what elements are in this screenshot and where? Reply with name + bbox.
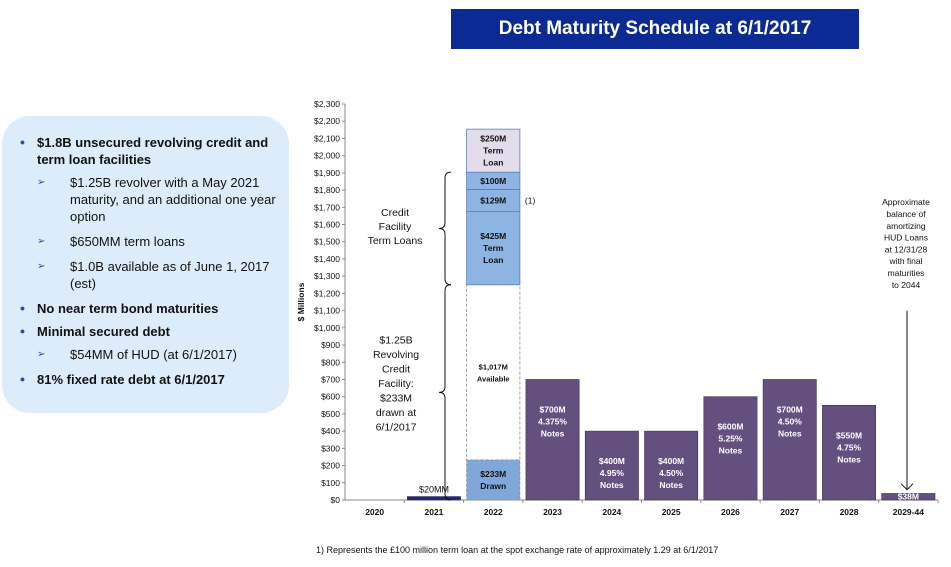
y-tick-label: $2,300	[314, 99, 340, 109]
bullet-item: • Minimal secured debt	[14, 323, 284, 340]
bar-2023	[525, 379, 580, 501]
y-axis-title: $ Millions	[296, 282, 306, 321]
revolver-brace	[438, 284, 452, 501]
stack-segment-2022	[466, 459, 521, 501]
y-tick-label: $700	[321, 374, 340, 384]
y-tick-label: $1,000	[314, 323, 340, 333]
stack-segment-2022	[466, 284, 521, 461]
hud-annotation: Approximate balance of amortizing HUD Loans…	[882, 197, 930, 290]
sub-bullet-text: $54MM of HUD (at 6/1/2017)	[70, 347, 237, 362]
bar-label: $600M 5.25% Notes	[717, 422, 743, 456]
page-title: Debt Maturity Schedule at 6/1/2017	[498, 18, 812, 39]
stack-label: $425M Term Loan	[480, 231, 506, 265]
x-tick-label: 2028	[840, 507, 859, 517]
bar-label: $400M 4.95% Notes	[599, 456, 625, 490]
y-tick-label: $800	[321, 357, 340, 367]
bar-2026	[703, 396, 758, 501]
sub-bullet-text: $1.25B revolver with a May 2021 maturity…	[70, 175, 276, 224]
y-tick-label: $400	[321, 426, 340, 436]
y-tick-label: $1,500	[314, 237, 340, 247]
summary-callout	[2, 116, 289, 413]
arrow-bullet-icon: ➢	[37, 177, 46, 188]
bar-label: $700M 4.50% Notes	[777, 404, 803, 438]
x-tick-label: 2029-44	[893, 507, 924, 517]
bullet-dot-icon: •	[20, 134, 25, 150]
stack-segment-2022	[466, 128, 521, 173]
stack-label: $250M Term Loan	[480, 134, 506, 168]
bar-2024	[584, 430, 639, 501]
y-tick-label: $1,100	[314, 306, 340, 316]
x-tick-label: 2025	[662, 507, 681, 517]
summary-bullet-list: • $1.8B unsecured revolving credit and te…	[14, 134, 284, 394]
revolver-annotation: $1.25B Revolving Credit Facility: $233M drawn…	[373, 334, 419, 433]
y-tick-label: $100	[321, 478, 340, 488]
bar-2027	[762, 379, 817, 501]
y-tick-label: $200	[321, 461, 340, 471]
credit-facility-brace	[438, 171, 452, 286]
arrow-bullet-icon: ➢	[37, 349, 46, 360]
x-tick-label: 2022	[484, 507, 503, 517]
y-tick-label: $900	[321, 340, 340, 350]
sub-bullet-item: ➢ $1.0B available as of June 1, 2017 (est…	[14, 258, 284, 292]
bullet-dot-icon: •	[20, 371, 25, 387]
y-tick-label: $1,800	[314, 185, 340, 195]
y-tick-label: $1,900	[314, 168, 340, 178]
bullet-text: 81% fixed rate debt at 6/1/2017	[37, 372, 225, 387]
sub-bullet-item: ➢ $54MM of HUD (at 6/1/2017)	[14, 346, 284, 363]
y-tick-label: $0	[331, 495, 341, 505]
y-tick-label: $1,700	[314, 202, 340, 212]
bullet-item: • No near term bond maturities	[14, 300, 284, 317]
bar-label: $400M 4.50% Notes	[658, 456, 684, 490]
x-tick-label: 2024	[602, 507, 621, 517]
stack-label: $1,017M Available	[477, 362, 510, 383]
y-tick-label: $1,400	[314, 254, 340, 264]
bullet-text: No near term bond maturities	[37, 301, 219, 316]
bar-2028	[822, 405, 877, 501]
y-tick-label: $500	[321, 409, 340, 419]
y-tick-label: $2,200	[314, 116, 340, 126]
bullet-item: • 81% fixed rate debt at 6/1/2017	[14, 371, 284, 388]
bar-2029-44	[881, 493, 936, 501]
stack-label: $233M Drawn	[480, 469, 506, 491]
arrow-bullet-icon: ➢	[37, 236, 46, 247]
bar-label: $700M 4.375% Notes	[538, 404, 567, 438]
y-tick-label: $300	[321, 443, 340, 453]
hud-arrow-head	[900, 483, 914, 491]
bar-label: $20MM	[419, 485, 449, 495]
sub-bullet-item: ➢ $650MM term loans	[14, 233, 284, 250]
x-tick-label: 2026	[721, 507, 740, 517]
title-banner: Debt Maturity Schedule at 6/1/2017	[451, 9, 859, 49]
y-tick-label: $1,600	[314, 220, 340, 230]
bar-2021	[406, 496, 461, 501]
x-tick-label: 2021	[424, 507, 443, 517]
stack-segment-2022	[466, 211, 521, 286]
footnote: 1) Represents the £100 million term loan…	[316, 545, 719, 555]
x-tick-label: 2027	[780, 507, 799, 517]
arrow-bullet-icon: ➢	[37, 261, 46, 272]
sub-bullet-item: ➢ $1.25B revolver with a May 2021 maturit…	[14, 174, 284, 225]
bullet-dot-icon: •	[20, 300, 25, 316]
y-tick-label: $2,000	[314, 151, 340, 161]
x-tick-label: 2023	[543, 507, 562, 517]
y-tick-label: $600	[321, 392, 340, 402]
stack-label: $100M	[480, 176, 506, 186]
credit-facility-annotation: Credit Facility Term Loans	[368, 207, 423, 247]
sub-bullet-text: $650MM term loans	[70, 234, 185, 249]
y-tick-label: $1,200	[314, 288, 340, 298]
bullet-text: Minimal secured debt	[37, 324, 170, 339]
bullet-text: $1.8B unsecured revolving credit and ter…	[37, 135, 269, 167]
y-tick-label: $2,100	[314, 133, 340, 143]
bar-2025	[644, 430, 699, 501]
bullet-dot-icon: •	[20, 323, 25, 339]
bar-label: $550M 4.75% Notes	[836, 430, 862, 464]
bullet-item: • $1.8B unsecured revolving credit and te…	[14, 134, 284, 168]
y-tick-label: $1,300	[314, 271, 340, 281]
sub-bullet-text: $1.0B available as of June 1, 2017 (est)	[70, 259, 270, 291]
footnote-marker: (1)	[525, 196, 536, 206]
stack-label: $129M	[480, 196, 506, 206]
bar-label: $38M	[898, 492, 919, 502]
x-tick-label: 2020	[365, 507, 384, 517]
